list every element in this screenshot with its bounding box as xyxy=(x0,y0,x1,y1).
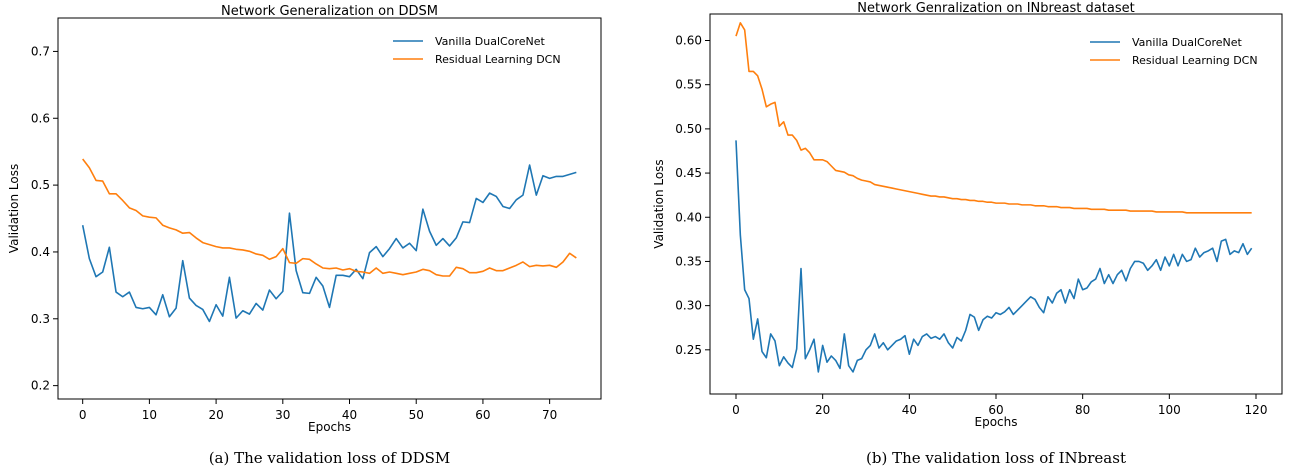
chart-inbreast: Network Genralization on INbreast datase… xyxy=(652,1,1283,467)
series-lines xyxy=(735,22,1253,373)
series-line-residual xyxy=(82,158,577,277)
y-tick-label: 0.6 xyxy=(31,111,50,125)
x-tick-label: 60 xyxy=(988,403,1003,417)
y-tick-label: 0.45 xyxy=(675,166,702,180)
y-ticks: 0.25 0.30 0.35 0.40 0.45 0.50 0.55 0.60 xyxy=(675,34,710,357)
x-tick-label: 20 xyxy=(815,403,830,417)
y-tick-label: 0.4 xyxy=(31,245,50,259)
y-tick-label: 0.35 xyxy=(675,254,702,268)
x-tick-label: 120 xyxy=(1245,403,1268,417)
plot-frame xyxy=(709,13,1283,395)
x-ticks: 0 10 20 30 40 50 60 70 xyxy=(79,399,557,422)
y-axis-label: Validation Loss xyxy=(652,159,666,248)
y-ticks: 0.2 0.3 0.4 0.5 0.6 0.7 xyxy=(31,44,58,393)
caption: (a) The validation loss of DDSM xyxy=(209,449,451,467)
y-tick-label: 0.30 xyxy=(675,299,702,313)
x-axis-label: Epochs xyxy=(308,420,351,434)
x-tick-label: 40 xyxy=(342,408,357,422)
x-tick-label: 70 xyxy=(542,408,557,422)
plot-frame xyxy=(57,17,602,400)
chart-ddsm: Network Generalization on DDSM 0 10 20 30 40… xyxy=(7,4,602,467)
y-tick-label: 0.55 xyxy=(675,78,702,92)
x-tick-label: 30 xyxy=(275,408,290,422)
x-axis-label: Epochs xyxy=(975,415,1018,429)
legend-label-residual: Residual Learning DCN xyxy=(1132,54,1258,67)
y-tick-label: 0.7 xyxy=(31,44,50,58)
chart-title: Network Generalization on DDSM xyxy=(221,4,438,19)
x-tick-label: 20 xyxy=(208,408,223,422)
chart-title: Network Genralization on INbreast datase… xyxy=(857,1,1134,16)
series-line-residual xyxy=(735,22,1252,214)
x-tick-label: 100 xyxy=(1158,403,1181,417)
series-line-vanilla xyxy=(735,140,1253,373)
x-ticks: 0 20 40 60 80 100 120 xyxy=(732,394,1267,417)
legend: Vanilla DualCoreNet Residual Learning DC… xyxy=(1090,36,1258,67)
y-tick-label: 0.50 xyxy=(675,122,702,136)
x-tick-label: 0 xyxy=(79,408,87,422)
legend: Vanilla DualCoreNet Residual Learning DC… xyxy=(393,35,561,66)
y-axis-label: Validation Loss xyxy=(7,164,21,253)
y-tick-label: 0.40 xyxy=(675,210,702,224)
y-tick-label: 0.5 xyxy=(31,178,50,192)
y-tick-label: 0.2 xyxy=(31,379,50,393)
series-line-vanilla xyxy=(81,164,577,323)
caption: (b) The validation loss of INbreast xyxy=(866,449,1126,467)
x-tick-label: 10 xyxy=(142,408,157,422)
x-tick-label: 60 xyxy=(475,408,490,422)
legend-label-vanilla: Vanilla DualCoreNet xyxy=(1132,36,1242,49)
x-tick-label: 80 xyxy=(1075,403,1090,417)
y-tick-label: 0.60 xyxy=(675,34,702,48)
x-tick-label: 0 xyxy=(732,403,740,417)
legend-label-residual: Residual Learning DCN xyxy=(435,53,561,66)
legend-label-vanilla: Vanilla DualCoreNet xyxy=(435,35,545,48)
y-tick-label: 0.3 xyxy=(31,312,50,326)
series-lines xyxy=(81,158,577,323)
y-tick-label: 0.25 xyxy=(675,343,702,357)
x-tick-label: 50 xyxy=(409,408,424,422)
x-tick-label: 40 xyxy=(902,403,917,417)
